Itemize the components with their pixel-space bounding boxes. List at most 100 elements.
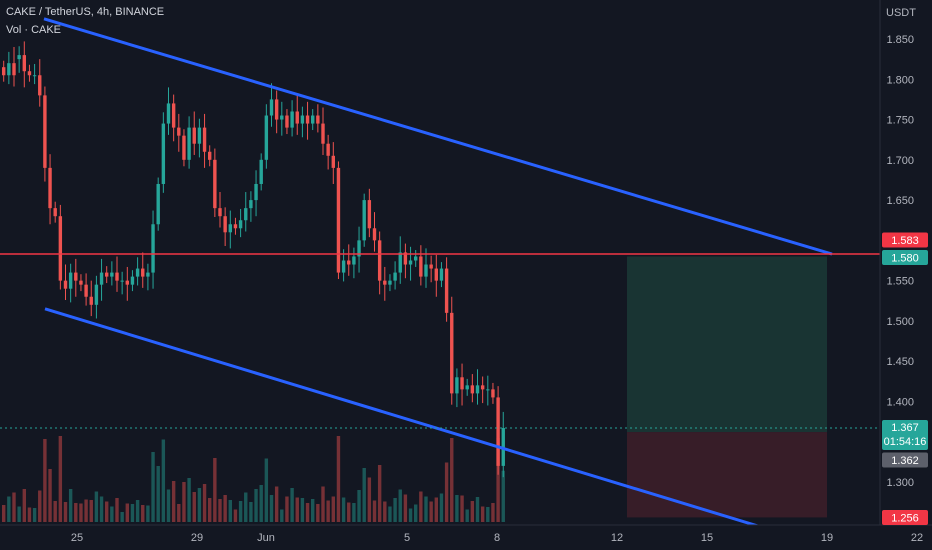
time-tick: Jun: [257, 532, 275, 544]
volume-bar: [218, 499, 222, 522]
volume-title[interactable]: Vol · CAKE: [6, 24, 62, 36]
time-ticks: 25 29 Jun 5 8 12 15 19 22: [71, 532, 923, 544]
horizontal-level-label-bg: [882, 232, 928, 248]
candle-body: [383, 280, 387, 285]
candle-body: [347, 260, 351, 265]
volume-bar: [264, 458, 269, 522]
profit-zone: [627, 256, 827, 433]
candle-body: [43, 95, 47, 168]
candle-body: [316, 115, 320, 124]
candle-body: [182, 135, 186, 160]
volume-bar: [383, 501, 387, 522]
volume-bar: [197, 488, 202, 522]
volume-bar: [470, 501, 475, 522]
volume-bar: [280, 509, 284, 522]
candle-body: [63, 280, 68, 289]
candle-body: [254, 183, 258, 201]
volume-bar: [58, 436, 63, 522]
volume-bar: [182, 482, 186, 522]
candle-body: [223, 216, 227, 233]
candle-body: [377, 240, 382, 281]
volume-bar: [331, 496, 335, 522]
candle-body: [300, 115, 305, 124]
lower-trendline: [44, 307, 773, 532]
candle-body: [352, 256, 356, 265]
volume-bar: [63, 502, 68, 522]
candle-body: [326, 143, 330, 156]
volume-bar: [274, 486, 279, 522]
volume-bar: [388, 506, 392, 522]
upper-trendline: [43, 17, 833, 256]
candle-body: [151, 224, 155, 273]
time-axis[interactable]: [0, 525, 932, 550]
candle-body: [12, 63, 16, 76]
volume-bar: [22, 489, 26, 522]
time-tick: 29: [191, 532, 203, 544]
candle-body: [27, 71, 32, 76]
candle-body: [285, 115, 289, 128]
price-labels: 1.583 1.580 1.367 01:54:16 1.362 1.256: [882, 232, 928, 525]
position-zones[interactable]: [627, 256, 827, 518]
volume-bar: [321, 486, 325, 522]
drawings[interactable]: [0, 17, 880, 532]
volume-bar: [254, 489, 258, 522]
volume-bar: [341, 497, 346, 522]
candle-body: [450, 312, 454, 394]
candle-body: [202, 127, 207, 152]
entry-price-label-bg: [882, 452, 928, 468]
volume-bar: [311, 499, 315, 522]
volume-bar: [99, 496, 104, 522]
candle-body: [197, 127, 202, 144]
candle-body: [120, 280, 124, 282]
candle-body: [213, 159, 217, 209]
candle-body: [79, 280, 83, 285]
volume-bar: [372, 500, 377, 522]
candle-body: [177, 127, 181, 136]
volume-bar: [130, 504, 135, 522]
loss-zone: [627, 432, 827, 518]
candle-body: [269, 99, 274, 116]
candle-body: [429, 264, 433, 269]
price-tick: 1.400: [886, 396, 914, 408]
candle-body: [156, 183, 160, 225]
candle-body: [141, 268, 145, 277]
volume-bar: [285, 496, 289, 522]
volume-bar: [424, 496, 428, 522]
volume-bar: [43, 439, 47, 522]
candle-body: [486, 389, 490, 391]
time-tick: 8: [494, 532, 500, 544]
volume-bar: [249, 502, 253, 522]
price-tick: 1.800: [886, 74, 914, 86]
candle-body: [68, 272, 73, 289]
time-tick: 5: [404, 532, 410, 544]
volume-bar: [465, 509, 469, 522]
volume-bar: [501, 470, 505, 522]
currency-label: USDT: [886, 7, 916, 19]
candle-body: [17, 55, 21, 60]
volume-bar: [187, 478, 191, 522]
candle-body: [89, 296, 93, 305]
price-tick: 1.700: [886, 155, 914, 167]
volume-bar: [156, 466, 160, 522]
volume-bars: [2, 436, 505, 522]
volume-bar: [259, 485, 263, 522]
candle-body: [161, 123, 166, 184]
symbol-title[interactable]: CAKE / TetherUS, 4h, BINANCE: [6, 6, 165, 18]
candle-body: [38, 75, 42, 96]
target-price-label: 1.580: [891, 252, 919, 264]
time-tick: 12: [611, 532, 623, 544]
volume-bar: [408, 508, 413, 522]
volume-bar: [300, 498, 305, 522]
candle-body: [274, 99, 279, 120]
candle-body: [403, 252, 408, 265]
candle-body: [290, 111, 294, 128]
volume-bar: [48, 469, 52, 522]
candle-body: [135, 268, 140, 277]
volume-bar: [223, 495, 227, 522]
volume-bar: [419, 491, 423, 522]
volume-bar: [480, 506, 485, 522]
candle-body: [32, 75, 37, 77]
volume-bar: [398, 489, 402, 522]
volume-bar: [450, 438, 454, 522]
